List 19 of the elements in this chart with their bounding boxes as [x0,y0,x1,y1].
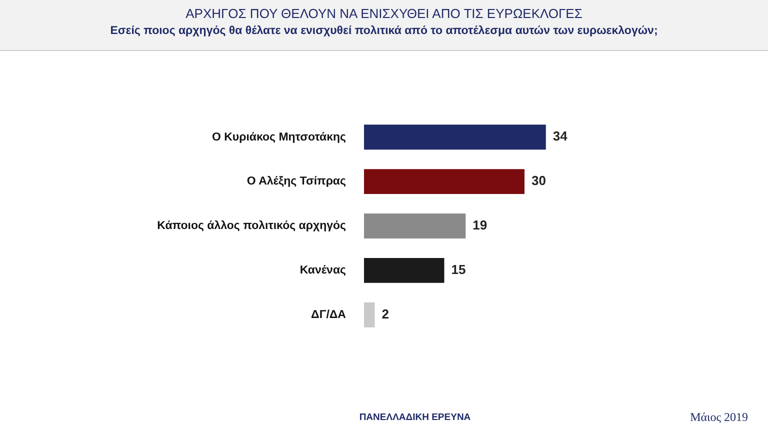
chart-title: ΑΡΧΗΓΟΣ ΠΟΥ ΘΕΛΟΥΝ ΝΑ ΕΝΙΣΧΥΘΕΙ ΑΠΟ ΤΙΣ ΕΥΡΩΕΚΛΟΓΕΣ [184,6,584,21]
bar [364,214,466,238]
data-label: 15 [451,262,466,278]
data-label: 19 [472,218,488,233]
data-label: 30 [532,173,546,188]
y-tick-label: Κανένας [300,264,346,277]
y-tick-label: Ο Αλέξης Τσίπρας [246,176,346,188]
text: Μάιος 2019 [690,410,748,425]
bar [364,169,524,194]
bar [364,124,546,150]
text: ΠΑΝΕΛΛΑΔΙΚΗ ΕΡΕΥΝΑ [358,412,472,423]
chart-subtitle: Εσείς ποιος αρχηγός θα θέλατε να ενισχυθεί πολιτικά από το αποτέλεσμα αυτών των ευρωεκλογών; [109,25,659,37]
y-tick-label: ΔΓ/ΔΑ [311,309,346,322]
data-label: 34 [552,128,568,144]
bar [364,258,444,283]
y-tick-label: Ο Κυριάκος Μητσοτάκης [212,131,346,144]
bar [364,302,375,328]
y-tick-label: Κάποιος άλλος πολιτικός αρχηγός [157,220,346,232]
data-label: 2 [382,306,389,322]
